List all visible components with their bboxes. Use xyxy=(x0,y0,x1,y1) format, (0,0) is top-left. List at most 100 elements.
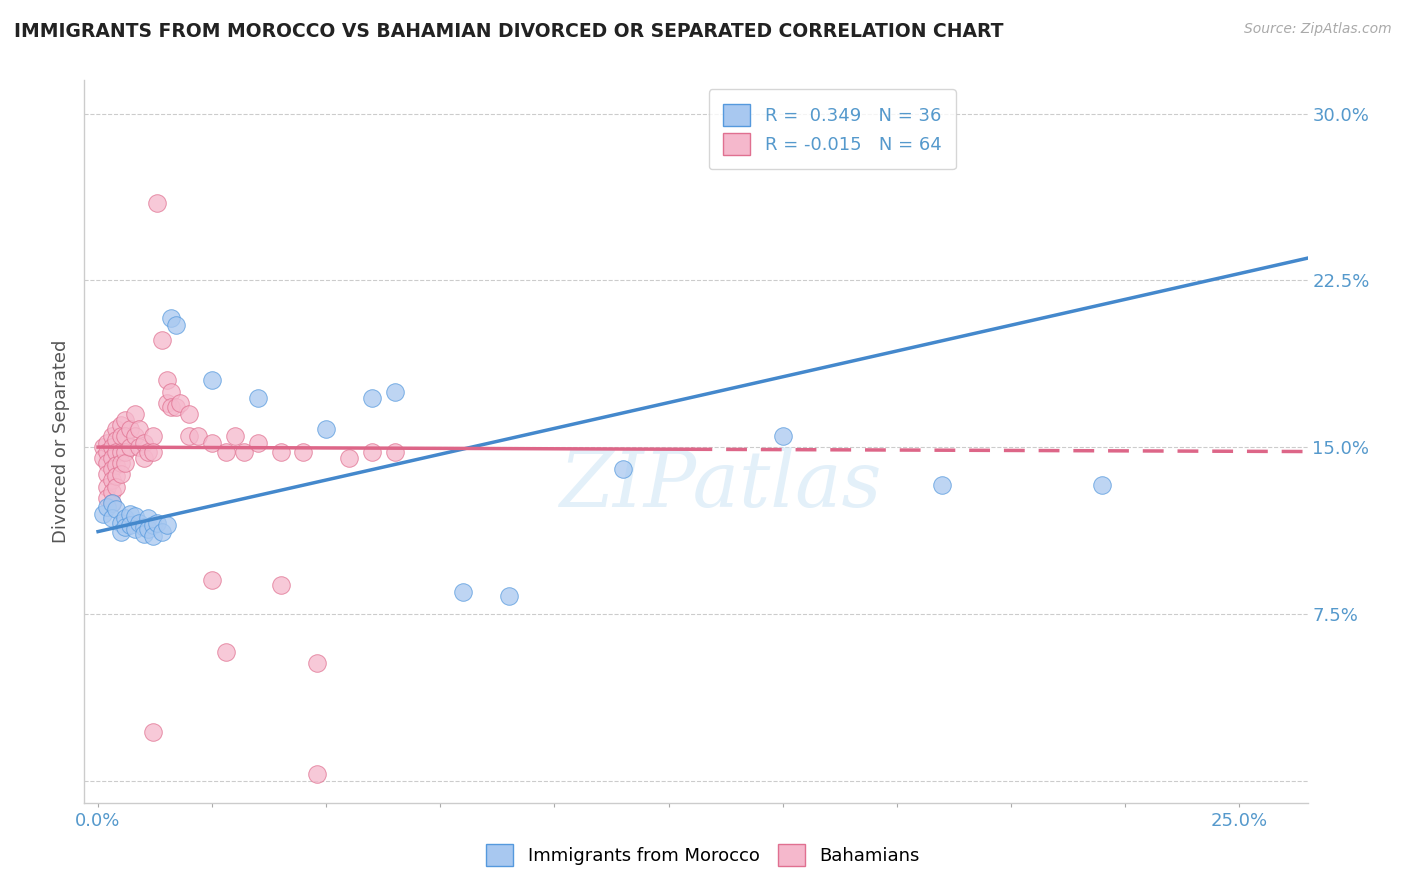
Text: ZIPatlas: ZIPatlas xyxy=(560,447,882,523)
Point xyxy=(179,407,201,421)
Point xyxy=(307,656,329,670)
Point xyxy=(110,429,132,443)
Point xyxy=(142,724,165,739)
Point xyxy=(1091,478,1114,492)
Point xyxy=(307,767,329,781)
Point xyxy=(132,520,155,534)
Point xyxy=(96,456,118,470)
Point xyxy=(498,589,520,603)
Point xyxy=(142,429,165,443)
Point xyxy=(128,516,150,530)
Point xyxy=(361,444,384,458)
Point xyxy=(96,480,118,494)
Point xyxy=(155,373,177,387)
Point xyxy=(114,511,136,525)
Point xyxy=(146,516,169,530)
Point xyxy=(233,444,256,458)
Point xyxy=(91,507,114,521)
Point xyxy=(114,456,136,470)
Point xyxy=(270,444,292,458)
Point xyxy=(246,435,269,450)
Point xyxy=(150,524,173,539)
Point xyxy=(124,508,146,523)
Point xyxy=(91,451,114,466)
Point xyxy=(160,400,183,414)
Point xyxy=(100,440,122,454)
Point xyxy=(160,311,183,326)
Point xyxy=(384,384,406,399)
Point xyxy=(165,318,187,332)
Point xyxy=(160,384,183,399)
Point xyxy=(105,444,128,458)
Point xyxy=(451,584,474,599)
Point xyxy=(118,422,141,436)
Point xyxy=(136,522,159,536)
Point xyxy=(100,484,122,499)
Point xyxy=(142,444,165,458)
Point xyxy=(165,400,187,414)
Point xyxy=(150,334,173,348)
Point xyxy=(155,395,177,409)
Text: IMMIGRANTS FROM MOROCCO VS BAHAMIAN DIVORCED OR SEPARATED CORRELATION CHART: IMMIGRANTS FROM MOROCCO VS BAHAMIAN DIVO… xyxy=(14,22,1004,41)
Point xyxy=(270,578,292,592)
Point xyxy=(110,444,132,458)
Point xyxy=(128,440,150,454)
Point xyxy=(315,422,337,436)
Point xyxy=(110,456,132,470)
Point xyxy=(132,451,155,466)
Point xyxy=(100,451,122,466)
Legend: Immigrants from Morocco, Bahamians: Immigrants from Morocco, Bahamians xyxy=(474,831,932,879)
Point xyxy=(100,496,122,510)
Point xyxy=(105,458,128,472)
Point xyxy=(96,435,118,450)
Point xyxy=(105,469,128,483)
Text: Source: ZipAtlas.com: Source: ZipAtlas.com xyxy=(1244,22,1392,37)
Y-axis label: Divorced or Separated: Divorced or Separated xyxy=(52,340,70,543)
Point xyxy=(201,435,224,450)
Point xyxy=(224,429,246,443)
Point xyxy=(114,444,136,458)
Point xyxy=(136,511,159,525)
Point xyxy=(110,524,132,539)
Point xyxy=(155,517,177,532)
Point xyxy=(201,373,224,387)
Point xyxy=(215,444,238,458)
Point xyxy=(215,645,238,659)
Point xyxy=(110,417,132,432)
Point xyxy=(118,507,141,521)
Point xyxy=(124,522,146,536)
Point xyxy=(96,491,118,506)
Point xyxy=(179,429,201,443)
Point xyxy=(118,517,141,532)
Point xyxy=(114,520,136,534)
Point xyxy=(337,451,360,466)
Point xyxy=(105,480,128,494)
Point xyxy=(118,440,141,454)
Point xyxy=(132,526,155,541)
Point xyxy=(96,467,118,481)
Point xyxy=(772,429,794,443)
Point xyxy=(105,502,128,516)
Point xyxy=(142,529,165,543)
Point xyxy=(142,517,165,532)
Point xyxy=(246,391,269,405)
Point xyxy=(292,444,315,458)
Point xyxy=(110,516,132,530)
Point xyxy=(124,407,146,421)
Point xyxy=(146,195,169,210)
Point xyxy=(100,511,122,525)
Point xyxy=(128,422,150,436)
Point xyxy=(931,478,953,492)
Legend: R =  0.349   N = 36, R = -0.015   N = 64: R = 0.349 N = 36, R = -0.015 N = 64 xyxy=(709,89,956,169)
Point xyxy=(124,429,146,443)
Point xyxy=(100,474,122,488)
Point xyxy=(114,413,136,427)
Point xyxy=(96,500,118,515)
Point xyxy=(91,440,114,454)
Point xyxy=(100,462,122,476)
Point xyxy=(132,435,155,450)
Point xyxy=(201,574,224,588)
Point xyxy=(105,422,128,436)
Point xyxy=(114,429,136,443)
Point xyxy=(136,444,159,458)
